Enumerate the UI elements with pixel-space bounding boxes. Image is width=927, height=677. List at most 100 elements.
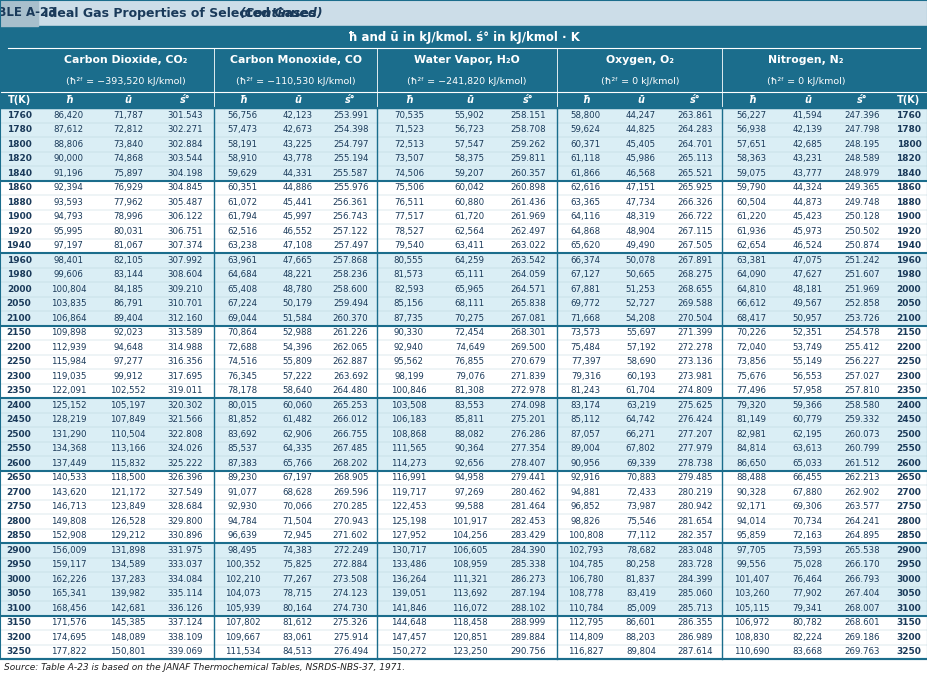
Text: 329.800: 329.800: [168, 517, 203, 526]
Text: 87,057: 87,057: [570, 430, 601, 439]
Text: 58,910: 58,910: [227, 154, 258, 163]
Text: ū: ū: [637, 95, 643, 105]
Text: 265.538: 265.538: [844, 546, 879, 554]
Text: 140,533: 140,533: [51, 473, 86, 482]
Text: 102,552: 102,552: [110, 387, 146, 395]
Text: 1900: 1900: [895, 213, 921, 221]
Text: 327.549: 327.549: [168, 487, 203, 497]
Text: 88,203: 88,203: [625, 633, 655, 642]
Text: 66,374: 66,374: [570, 256, 601, 265]
Text: 272.884: 272.884: [333, 561, 368, 569]
Text: 267.081: 267.081: [510, 313, 545, 323]
Text: 274.730: 274.730: [333, 604, 368, 613]
Text: 45,441: 45,441: [283, 198, 312, 206]
Bar: [0, 108, 927, 123]
Text: 102,793: 102,793: [567, 546, 603, 554]
Text: 58,640: 58,640: [283, 387, 312, 395]
Text: 60,880: 60,880: [454, 198, 485, 206]
Text: 336.126: 336.126: [168, 604, 203, 613]
Text: 56,553: 56,553: [792, 372, 822, 380]
Text: 308.604: 308.604: [168, 270, 203, 279]
Text: 92,930: 92,930: [227, 502, 258, 511]
Text: 86,650: 86,650: [736, 459, 766, 468]
Text: 110,690: 110,690: [733, 647, 768, 656]
Text: 264.571: 264.571: [510, 285, 545, 294]
Text: 74,516: 74,516: [227, 357, 258, 366]
Text: 265.925: 265.925: [677, 183, 712, 192]
Text: ū: ū: [804, 95, 810, 105]
Text: 65,111: 65,111: [454, 270, 485, 279]
Text: 250.128: 250.128: [844, 213, 879, 221]
Text: 2400: 2400: [895, 401, 921, 410]
Text: 45,973: 45,973: [792, 227, 822, 236]
Text: 259.332: 259.332: [844, 415, 879, 424]
Text: 333.037: 333.037: [168, 561, 203, 569]
Text: 256.361: 256.361: [333, 198, 368, 206]
Text: 81,573: 81,573: [393, 270, 424, 279]
Text: 290.756: 290.756: [510, 647, 545, 656]
Text: 143,620: 143,620: [51, 487, 86, 497]
Text: 48,221: 48,221: [283, 270, 312, 279]
Text: 286.989: 286.989: [677, 633, 712, 642]
Text: 1780: 1780: [895, 125, 921, 134]
Text: ħ and ū in kJ/kmol. ś° in kJ/kmol · K: ħ and ū in kJ/kmol. ś° in kJ/kmol · K: [348, 30, 579, 43]
Text: 2150: 2150: [895, 328, 921, 337]
Text: 126,528: 126,528: [110, 517, 146, 526]
Text: 103,835: 103,835: [51, 299, 86, 308]
Text: 81,837: 81,837: [625, 575, 655, 584]
Text: ś°: ś°: [522, 95, 533, 105]
Text: 2350: 2350: [6, 387, 32, 395]
Text: T(K): T(K): [7, 95, 31, 105]
Bar: [0, 572, 927, 586]
Text: 60,351: 60,351: [227, 183, 258, 192]
Text: 305.487: 305.487: [168, 198, 203, 206]
Text: 264.241: 264.241: [844, 517, 879, 526]
Text: 98,199: 98,199: [394, 372, 424, 380]
Text: 76,855: 76,855: [454, 357, 485, 366]
Text: 81,852: 81,852: [227, 415, 258, 424]
Text: 121,172: 121,172: [110, 487, 146, 497]
Text: 64,090: 64,090: [736, 270, 766, 279]
Text: (ħ²ᶠ = −110,530 kJ/kmol): (ħ²ᶠ = −110,530 kJ/kmol): [235, 77, 355, 87]
Text: 162,226: 162,226: [51, 575, 86, 584]
Text: 261.969: 261.969: [510, 213, 545, 221]
Text: 3100: 3100: [895, 604, 921, 613]
Text: 56,756: 56,756: [227, 111, 258, 120]
Text: 62,654: 62,654: [736, 241, 766, 250]
Text: 59,075: 59,075: [736, 169, 766, 178]
Text: 62,516: 62,516: [227, 227, 258, 236]
Text: 130,717: 130,717: [390, 546, 426, 554]
Text: 272.249: 272.249: [333, 546, 368, 554]
Text: 59,366: 59,366: [792, 401, 822, 410]
Text: 273.981: 273.981: [677, 372, 712, 380]
Text: 128,219: 128,219: [51, 415, 86, 424]
Text: 61,220: 61,220: [736, 213, 766, 221]
Text: 104,785: 104,785: [567, 561, 603, 569]
Text: 116,827: 116,827: [567, 647, 603, 656]
Text: 251.607: 251.607: [844, 270, 879, 279]
Text: 66,455: 66,455: [792, 473, 822, 482]
Text: 277.354: 277.354: [510, 444, 545, 453]
Text: 125,198: 125,198: [391, 517, 426, 526]
Text: 68,628: 68,628: [283, 487, 312, 497]
Text: 304.845: 304.845: [168, 183, 203, 192]
Text: 66,612: 66,612: [736, 299, 766, 308]
Text: 2000: 2000: [895, 285, 921, 294]
Text: 44,886: 44,886: [283, 183, 312, 192]
Text: 45,423: 45,423: [792, 213, 822, 221]
Text: 254.797: 254.797: [333, 139, 368, 149]
Text: 48,780: 48,780: [283, 285, 312, 294]
Text: 60,504: 60,504: [736, 198, 766, 206]
Text: 101,407: 101,407: [733, 575, 768, 584]
Text: 2600: 2600: [895, 459, 921, 468]
Text: 258.708: 258.708: [510, 125, 545, 134]
Text: 108,778: 108,778: [567, 589, 603, 598]
Text: 258.236: 258.236: [333, 270, 368, 279]
Text: 310.701: 310.701: [168, 299, 203, 308]
Text: 275.625: 275.625: [677, 401, 712, 410]
Text: 1800: 1800: [6, 139, 32, 149]
Text: 339.069: 339.069: [168, 647, 203, 656]
Text: 53,749: 53,749: [792, 343, 822, 352]
Text: Source: Table A-23 is based on the JANAF Thermochemical Tables, NSRDS-NBS-37, 19: Source: Table A-23 is based on the JANAF…: [4, 663, 405, 672]
Text: 264.895: 264.895: [844, 531, 879, 540]
